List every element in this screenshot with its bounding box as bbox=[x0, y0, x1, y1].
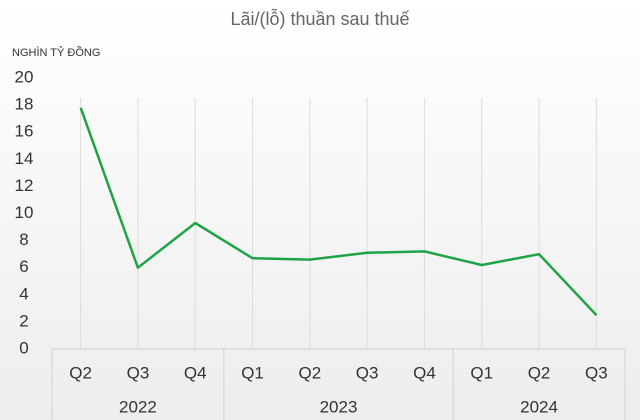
group-label: 2024 bbox=[520, 397, 558, 416]
y-tick-label: 18 bbox=[15, 95, 34, 114]
y-tick-label: 4 bbox=[19, 284, 28, 303]
y-tick-label: 16 bbox=[15, 122, 34, 141]
y-tick-label: 6 bbox=[19, 257, 28, 276]
x-tick-label: Q2 bbox=[299, 363, 322, 382]
x-tick-label: Q3 bbox=[585, 363, 608, 382]
chart-title: Lãi/(lỗ) thuần sau thuế bbox=[230, 8, 409, 29]
x-tick-label: Q2 bbox=[69, 363, 92, 382]
x-tick-label: Q4 bbox=[413, 363, 436, 382]
group-label: 2022 bbox=[119, 397, 157, 416]
y-tick-label: 12 bbox=[15, 176, 34, 195]
x-tick-label: Q3 bbox=[127, 363, 150, 382]
y-tick-label: 20 bbox=[15, 67, 34, 86]
y-tick-label: 8 bbox=[19, 230, 28, 249]
y-axis-label: NGHÌN TỶ ĐỒNG bbox=[12, 46, 100, 59]
x-tick-label: Q1 bbox=[470, 363, 493, 382]
y-tick-label: 0 bbox=[19, 338, 28, 357]
y-tick-label: 10 bbox=[15, 203, 34, 222]
x-tick-label: Q4 bbox=[184, 363, 207, 382]
x-tick-label: Q1 bbox=[241, 363, 264, 382]
line-series bbox=[79, 107, 598, 316]
x-tick-label: Q3 bbox=[356, 363, 379, 382]
y-tick-label: 2 bbox=[19, 311, 28, 330]
x-tick-label: Q2 bbox=[528, 363, 551, 382]
y-tick-label: 14 bbox=[15, 149, 34, 168]
group-label: 2023 bbox=[320, 397, 358, 416]
